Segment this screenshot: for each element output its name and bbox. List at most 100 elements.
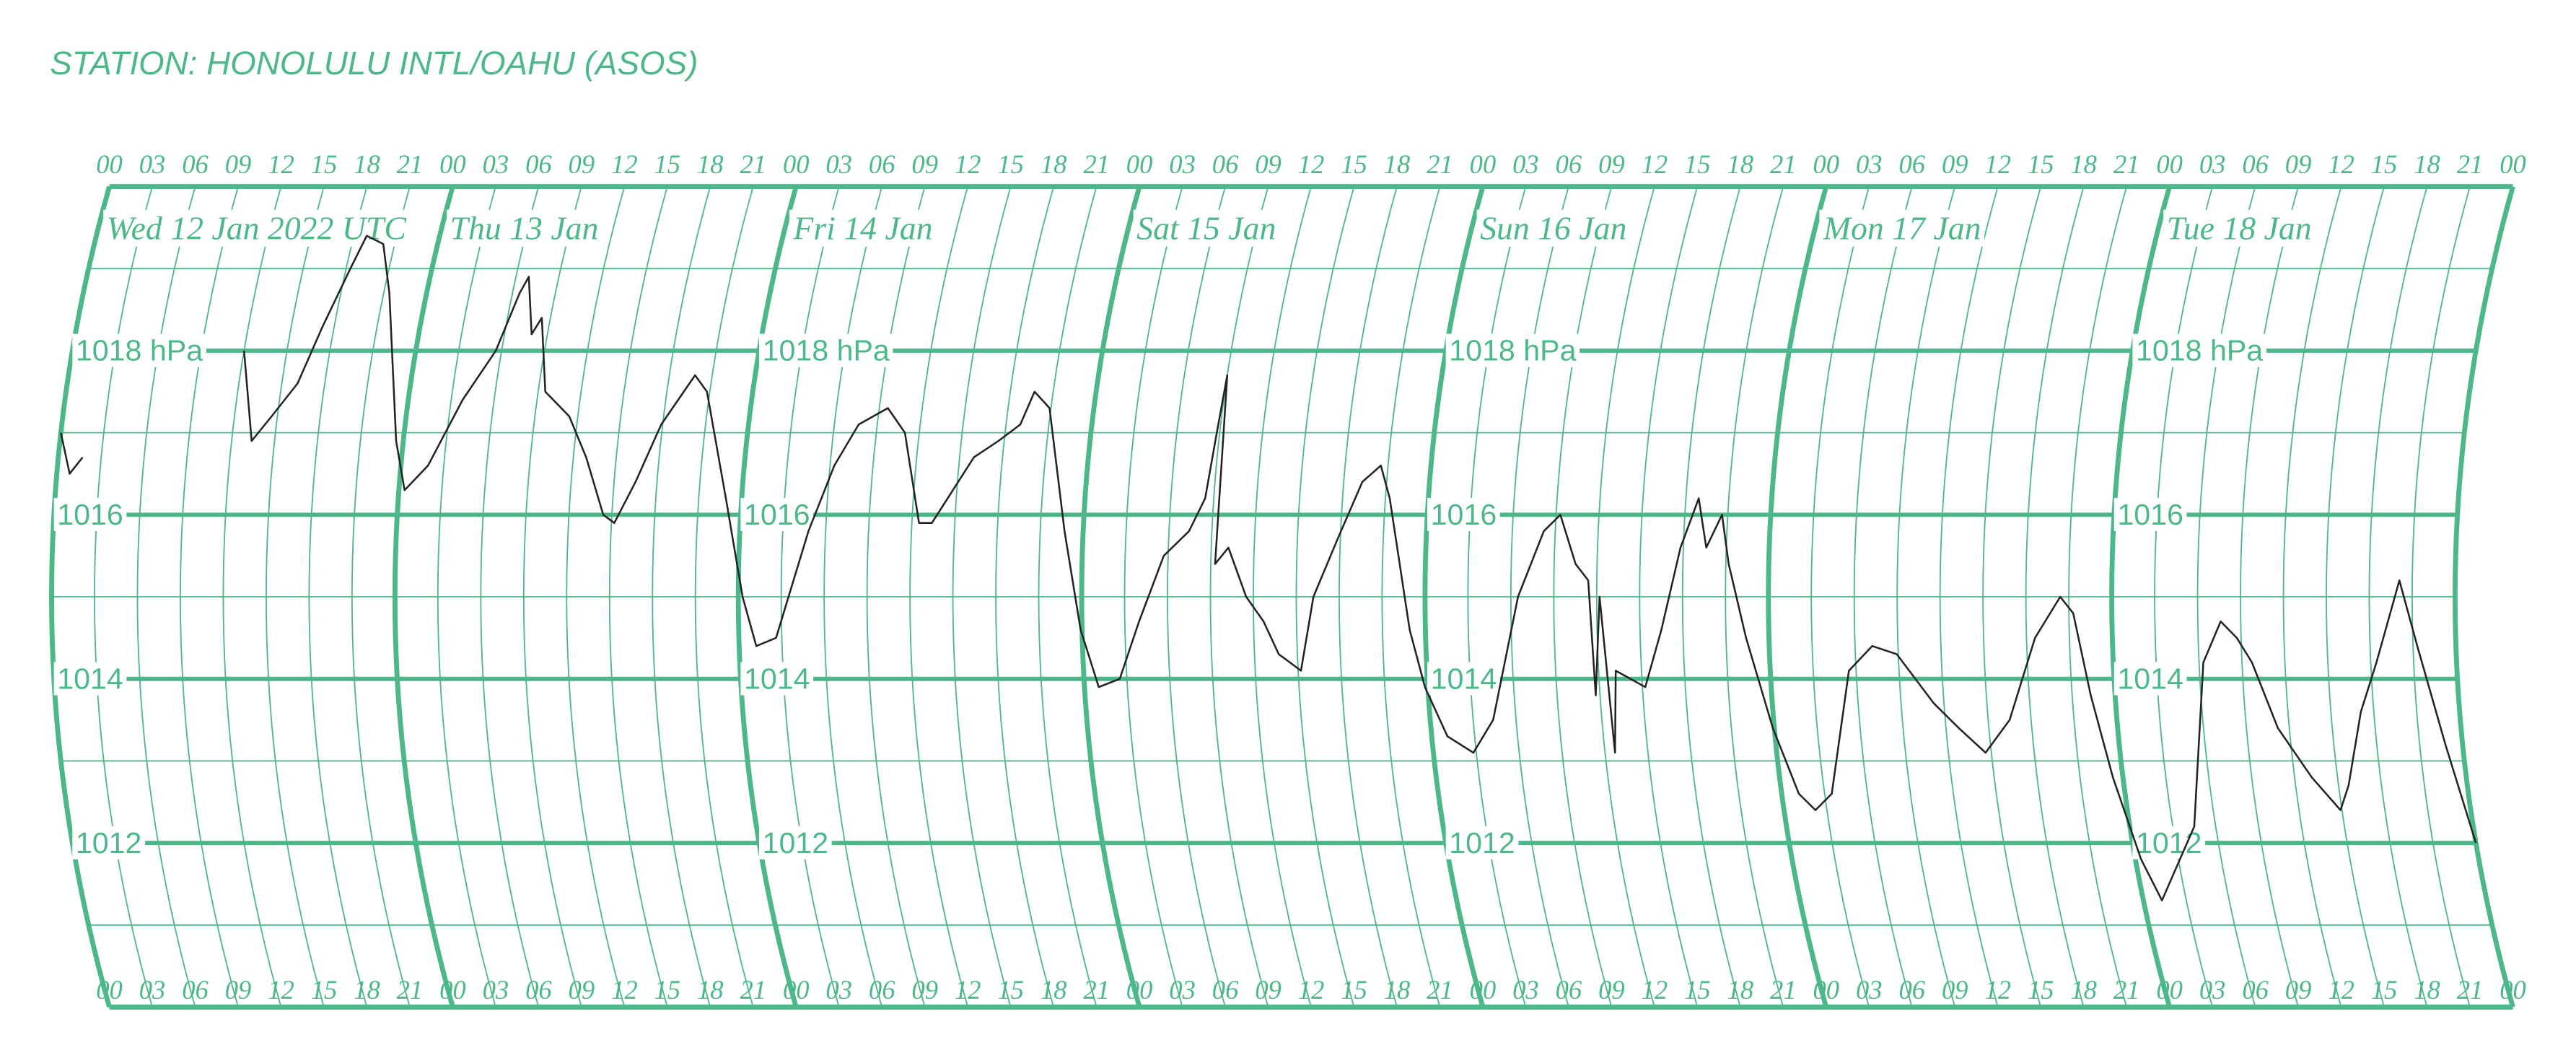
bottom-hour-label: 09 — [225, 975, 252, 1005]
hour-line — [1982, 186, 2042, 1007]
bottom-hour-label: 00 — [783, 975, 810, 1005]
hour-line — [780, 186, 840, 1007]
bottom-hour-label: 09 — [569, 975, 595, 1005]
hour-line — [1725, 186, 1784, 1007]
bottom-hour-label: 18 — [1041, 975, 1067, 1005]
y-tick-label: 1012 — [76, 826, 142, 859]
top-hour-label: 12 — [1642, 149, 1668, 179]
bottom-hour-label: 15 — [2028, 975, 2054, 1005]
hour-line — [2368, 186, 2428, 1007]
hour-line — [652, 186, 711, 1007]
pressure-trace — [60, 235, 2477, 901]
bottom-hour-label: 21 — [740, 975, 766, 1005]
bottom-hour-label: 09 — [2285, 975, 2312, 1005]
y-tick-label: 1012 — [2136, 826, 2202, 859]
top-hour-label: 00 — [1470, 149, 1497, 179]
label-bg — [2113, 662, 2187, 696]
bottom-hour-label: 03 — [1512, 975, 1539, 1005]
hour-line — [1639, 186, 1699, 1007]
day-label: Mon 17 Jan — [1823, 210, 1981, 247]
bottom-hour-label: 00 — [96, 975, 123, 1005]
top-hour-label: 15 — [997, 149, 1024, 179]
y-tick-label: 1014 — [744, 662, 810, 695]
bottom-hour-label: 03 — [1856, 975, 1883, 1005]
top-hour-label: 18 — [1041, 149, 1067, 179]
bottom-hour-label: 21 — [1083, 975, 1110, 1005]
top-hour-label: 03 — [139, 149, 166, 179]
hour-line — [308, 186, 368, 1007]
top-hour-label: 15 — [2028, 149, 2054, 179]
top-hour-label: 06 — [869, 149, 895, 179]
top-hour-label: 03 — [1512, 149, 1539, 179]
y-tick-label: 1012 — [1449, 826, 1515, 859]
hour-line — [1295, 186, 1355, 1007]
top-hour-label: 15 — [2371, 149, 2398, 179]
hour-line — [995, 186, 1055, 1007]
bottom-hour-label: 06 — [525, 975, 552, 1005]
top-hour-label: 00 — [783, 149, 810, 179]
y-tick-label: 1016 — [744, 498, 810, 531]
top-hour-label: 03 — [825, 149, 852, 179]
bottom-hour-label: 03 — [483, 975, 509, 1005]
day-line — [2452, 185, 2515, 1008]
hour-line — [2154, 186, 2214, 1007]
hour-line — [437, 186, 496, 1007]
bottom-hour-label: 21 — [1427, 975, 1453, 1005]
bottom-hour-label: 12 — [1984, 975, 2011, 1005]
label-bg — [1819, 209, 1985, 247]
hour-line — [1381, 186, 1441, 1007]
label-bg — [446, 209, 602, 247]
top-hour-label: 00 — [1126, 149, 1153, 179]
bottom-hour-label: 12 — [268, 975, 294, 1005]
hour-line — [694, 186, 754, 1007]
top-hour-label: 18 — [1384, 149, 1411, 179]
hour-line — [566, 186, 626, 1007]
hour-line — [1038, 186, 1098, 1007]
label-bg — [72, 333, 206, 367]
top-hour-label: 15 — [654, 149, 681, 179]
top-hour-label: 06 — [182, 149, 209, 179]
hour-line — [1253, 186, 1312, 1007]
bottom-hour-label: 00 — [1470, 975, 1497, 1005]
top-hour-label: 12 — [1984, 149, 2011, 179]
hour-line — [2411, 186, 2471, 1007]
hour-line — [1339, 186, 1398, 1007]
bottom-hour-label: 21 — [2113, 975, 2140, 1005]
hour-line — [2240, 186, 2299, 1007]
top-hour-label: 15 — [311, 149, 338, 179]
top-hour-label: 09 — [1598, 149, 1625, 179]
y-tick-label: 1018 hPa — [1449, 334, 1576, 367]
y-tick-label: 1016 — [57, 498, 123, 531]
y-tick-label: 1018 hPa — [76, 334, 203, 367]
hour-line — [1123, 186, 1183, 1007]
label-bg — [1133, 209, 1279, 247]
label-bg — [103, 209, 410, 247]
bottom-hour-label: 18 — [697, 975, 724, 1005]
label-bg — [740, 662, 814, 696]
day-label: Sat 15 Jan — [1136, 210, 1276, 247]
label-bg — [1427, 662, 1500, 696]
bottom-hour-label: 00 — [2156, 975, 2183, 1005]
day-line — [2109, 185, 2172, 1008]
label-bg — [759, 826, 832, 859]
bottom-hour-label: 00 — [1813, 975, 1840, 1005]
hour-line — [265, 186, 325, 1007]
y-tick-label: 1018 hPa — [2136, 334, 2263, 367]
top-hour-label: 18 — [354, 149, 380, 179]
bottom-hour-label: 15 — [997, 975, 1024, 1005]
day-line — [49, 185, 112, 1008]
hour-line — [823, 186, 883, 1007]
hour-line — [222, 186, 282, 1007]
bottom-hour-label: 06 — [869, 975, 895, 1005]
bottom-hour-label: 03 — [1169, 975, 1196, 1005]
hour-line — [1595, 186, 1655, 1007]
label-bg — [1445, 333, 1580, 367]
bottom-hour-label: 21 — [2457, 975, 2484, 1005]
hour-line — [2196, 186, 2256, 1007]
top-hour-label: 21 — [1770, 149, 1797, 179]
bottom-hour-label: 06 — [2242, 975, 2269, 1005]
top-hour-label: 09 — [225, 149, 252, 179]
day-label: Fri 14 Jan — [792, 210, 932, 247]
hour-line — [2025, 186, 2085, 1007]
